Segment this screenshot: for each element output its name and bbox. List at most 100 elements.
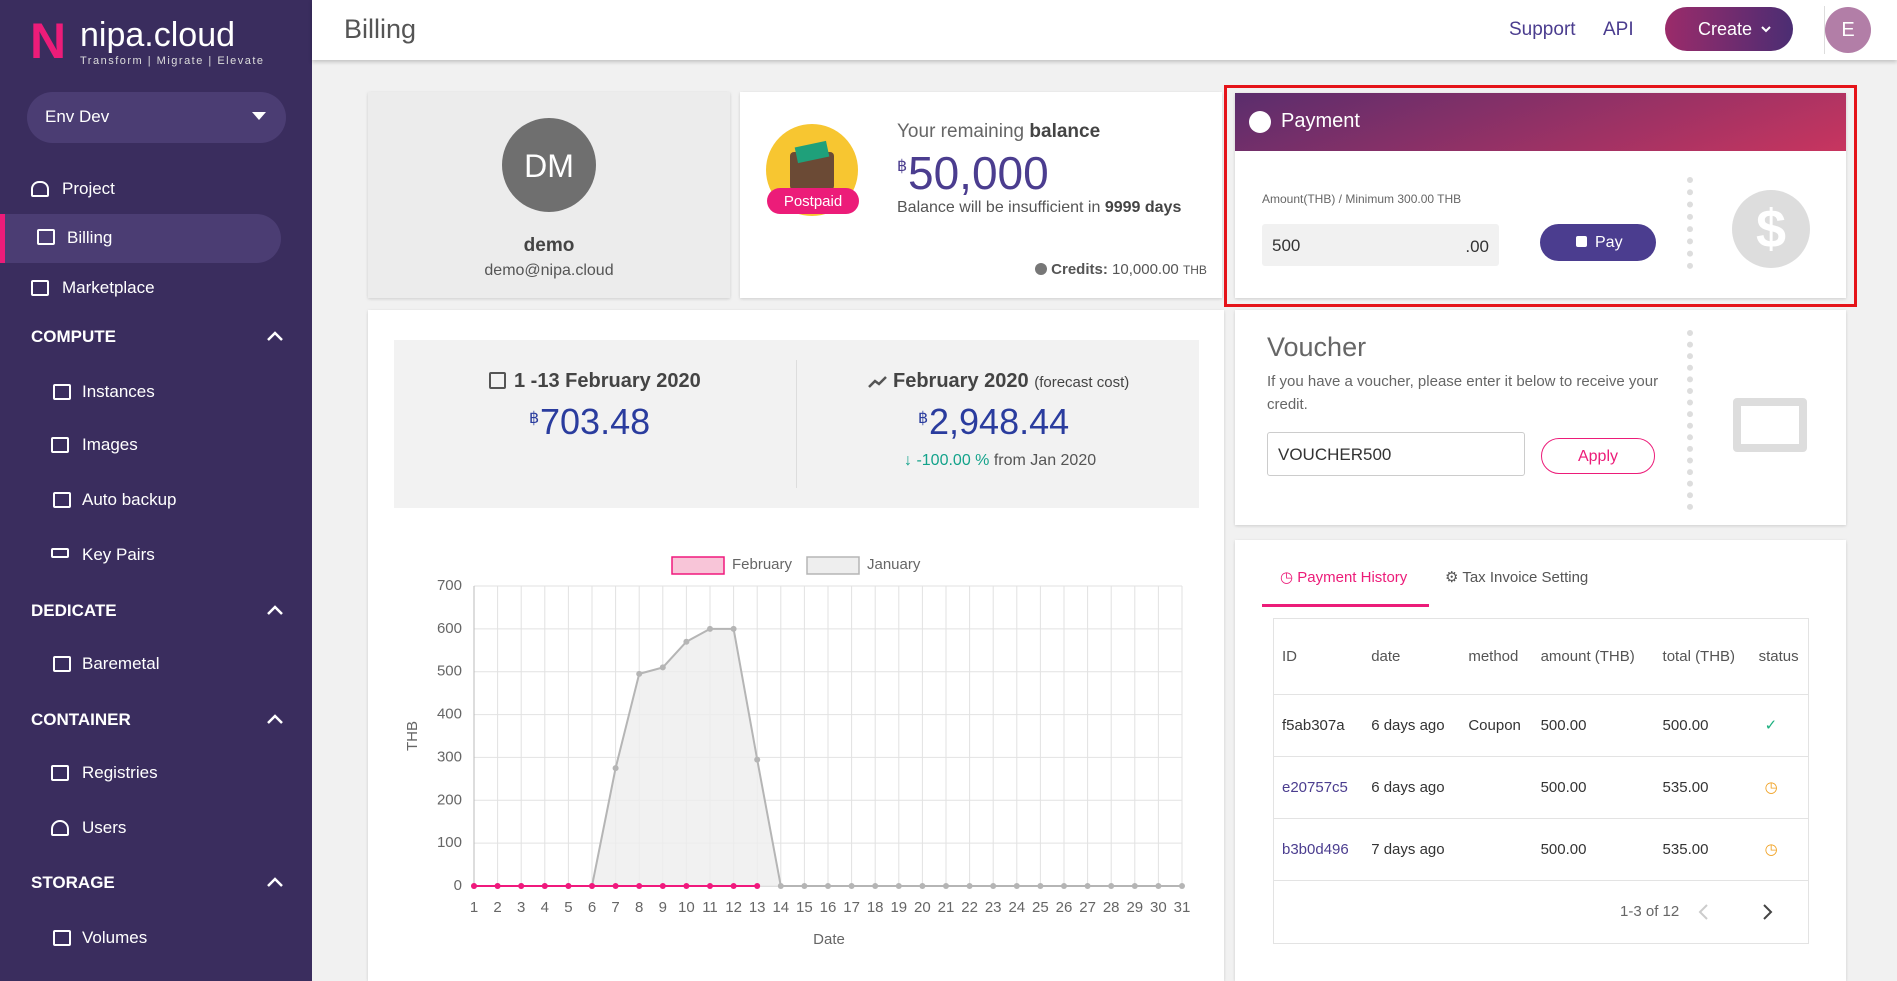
avatar[interactable]: E — [1825, 7, 1871, 53]
x-tick-label: 25 — [1032, 899, 1049, 916]
nav-item[interactable]: Baremetal — [82, 654, 160, 673]
voucher-input[interactable]: VOUCHER500 — [1267, 432, 1525, 476]
history-table: ID date method amount (THB) total (THB) … — [1274, 619, 1808, 881]
point — [1084, 883, 1091, 889]
point — [683, 638, 690, 645]
x-tick-label: 3 — [517, 899, 525, 916]
apply-button[interactable]: Apply — [1541, 438, 1655, 474]
icon — [53, 492, 71, 508]
cell — [1460, 818, 1532, 880]
x-tick-label: 4 — [541, 899, 549, 916]
active-item-bg — [0, 214, 281, 263]
header-link[interactable]: Support — [1509, 19, 1576, 40]
x-tick-label: 12 — [725, 899, 742, 916]
prev-page[interactable] — [1697, 903, 1709, 921]
forecast-note: (forecast cost) — [1034, 374, 1130, 391]
create-label: Create — [1698, 19, 1753, 39]
amount-value: 500 — [1272, 236, 1301, 255]
header-link[interactable]: API — [1603, 19, 1634, 40]
postpaid-badge: Postpaid — [767, 188, 859, 214]
currency: ฿ — [897, 158, 908, 175]
cell — [1460, 756, 1532, 818]
x-tick-label: 15 — [796, 899, 813, 916]
point — [730, 625, 737, 632]
cell: 6 days ago — [1371, 716, 1445, 734]
point — [1108, 883, 1115, 889]
nav-item[interactable]: Instances — [82, 382, 155, 401]
x-tick-label: 19 — [890, 899, 907, 916]
trend-icon — [868, 376, 887, 388]
create-button[interactable]: Create — [1665, 7, 1793, 51]
section-title[interactable]: DEDICATE — [31, 601, 117, 620]
profile-email: demo@nipa.cloud — [484, 262, 614, 279]
payment-card: Payment Amount(THB) / Minimum 300.00 THB… — [1235, 93, 1846, 298]
tab[interactable]: ⚙ Tax Invoice Setting — [1445, 569, 1589, 586]
section-title[interactable]: STORAGE — [31, 873, 115, 892]
forecast-period: February 2020 — [893, 370, 1029, 392]
nav-item[interactable]: Auto backup — [82, 490, 177, 509]
cell: Coupon — [1468, 716, 1521, 734]
column-header: ID — [1282, 647, 1297, 665]
currency: ฿ — [529, 410, 540, 427]
change-arrow: ↓ — [904, 452, 912, 469]
dotted-divider — [1687, 330, 1693, 510]
tagline: Transform | Migrate | Elevate — [80, 55, 265, 67]
tab[interactable]: ◷ Payment History — [1280, 569, 1408, 586]
nav-item[interactable]: Billing — [67, 228, 113, 247]
section-title[interactable]: COMPUTE — [31, 327, 116, 346]
nav-item[interactable]: Project — [62, 179, 115, 198]
dropdown-caret — [252, 112, 266, 120]
amount-label: Amount(THB) / Minimum 300.00 THB — [1262, 192, 1462, 206]
point — [872, 883, 879, 889]
divider — [796, 360, 797, 488]
divider — [1824, 6, 1825, 54]
point — [1013, 883, 1020, 889]
balance-label: Your remaining balance — [897, 121, 1100, 143]
id-link[interactable]: e20757c5 — [1282, 778, 1348, 796]
icon — [53, 930, 71, 946]
env-select[interactable]: Env Dev — [27, 92, 286, 143]
credit-icon — [1035, 263, 1047, 275]
x-tick-label: 28 — [1103, 899, 1120, 916]
nav-item[interactable]: Registries — [82, 763, 158, 782]
period-amount: 703.48 — [540, 401, 651, 442]
pagination: 1-3 of 12 — [1620, 903, 1680, 920]
icon — [51, 820, 69, 836]
legend-label: January — [867, 556, 921, 573]
icon — [53, 384, 71, 400]
nav-item[interactable]: Key Pairs — [82, 545, 155, 564]
point — [589, 883, 595, 889]
next-page[interactable] — [1762, 903, 1774, 921]
pay-button[interactable]: Pay — [1540, 224, 1656, 261]
payment-title: Payment — [1281, 110, 1360, 132]
section-title[interactable]: CONTAINER — [31, 710, 131, 729]
status-icon: ✓ — [1764, 717, 1778, 734]
nav-item[interactable]: Users — [82, 818, 127, 837]
x-tick-label: 11 — [702, 899, 718, 916]
amount-input[interactable]: 500 .00 — [1262, 224, 1499, 266]
icon — [37, 229, 55, 245]
x-tick-label: 9 — [659, 899, 667, 916]
forecast-heading: February 2020 (forecast cost) — [893, 370, 1129, 393]
point — [636, 670, 643, 677]
header: Billing Support API Create E — [312, 0, 1897, 60]
nav-item[interactable]: Images — [82, 435, 138, 454]
pay-label: Pay — [1595, 234, 1623, 251]
id-link[interactable]: b3b0d496 — [1282, 840, 1349, 858]
nav-item[interactable]: Volumes — [82, 928, 148, 947]
point — [612, 765, 619, 772]
dollar-sign: $ — [1755, 199, 1787, 259]
icon — [31, 181, 49, 197]
y-tick-label: 0 — [454, 877, 462, 894]
voucher-card: Voucher If you have a voucher, please en… — [1235, 310, 1846, 525]
credits-value: 10,000.00 — [1112, 261, 1179, 278]
dotted-divider — [1687, 177, 1693, 269]
nav-item[interactable]: Marketplace — [62, 278, 155, 297]
point — [683, 883, 690, 889]
cell: 500.00 — [1540, 840, 1587, 858]
point — [801, 883, 808, 889]
point — [471, 883, 477, 889]
page-title: Billing — [344, 14, 417, 44]
point — [777, 883, 784, 889]
